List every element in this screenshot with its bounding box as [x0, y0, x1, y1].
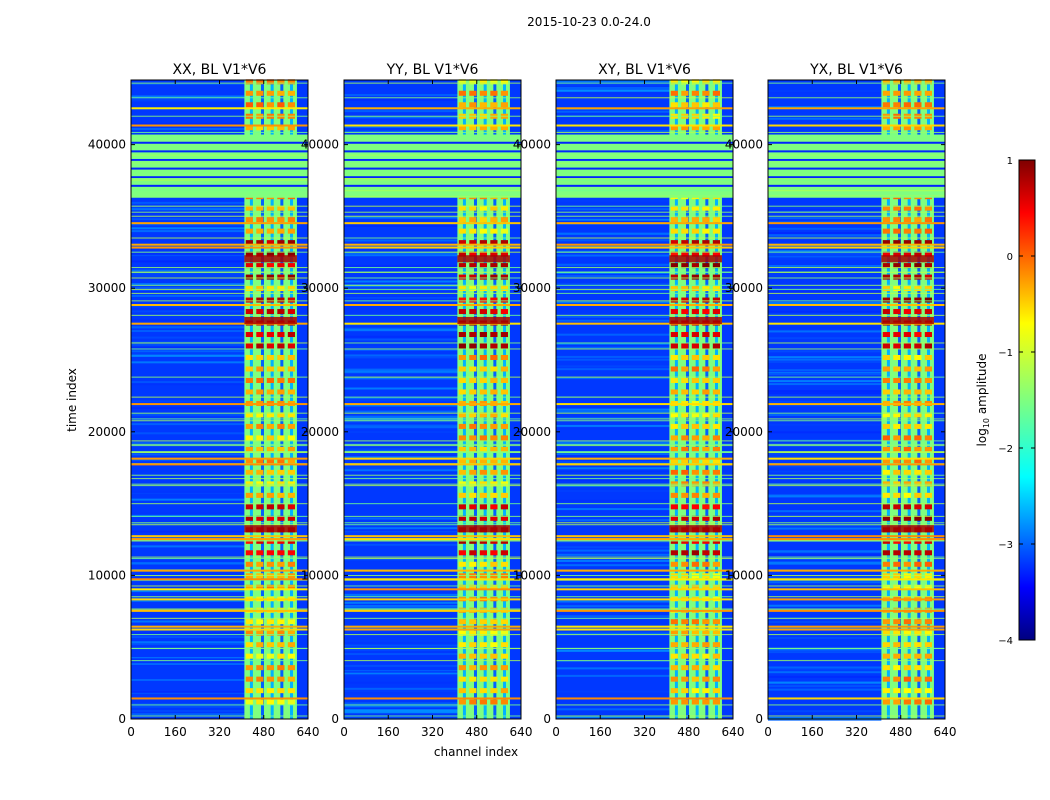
channel-stripes	[462, 80, 507, 719]
panel-title: XX, BL V1*V6	[173, 62, 267, 78]
strong-rfi-band	[457, 525, 510, 533]
channel-stripes	[886, 80, 931, 719]
strong-rfi-band	[669, 255, 722, 263]
strong-rfi-band	[881, 525, 934, 533]
y-tick-label: 0	[543, 712, 551, 726]
strong-rfi-band	[244, 525, 297, 533]
y-tick-label: 0	[755, 712, 763, 726]
x-tick-label: 480	[465, 725, 488, 739]
y-tick-label: 20000	[88, 425, 126, 439]
x-tick-label: 640	[722, 725, 745, 739]
strong-rfi-band	[881, 316, 934, 325]
x-tick-label: 160	[377, 725, 400, 739]
y-tick-label: 30000	[301, 281, 339, 295]
y-tick-label: 40000	[301, 138, 339, 152]
x-tick-label: 320	[208, 725, 231, 739]
rfi-lines	[344, 82, 521, 717]
x-tick-label: 320	[421, 725, 444, 739]
x-axis-label: channel index	[434, 745, 518, 759]
flagged-block	[131, 134, 308, 198]
y-tick-label: 40000	[88, 138, 126, 152]
x-tick-label: 640	[297, 725, 320, 739]
y-tick-label: 30000	[88, 281, 126, 295]
colorbar-tick-label: −1	[998, 348, 1013, 359]
channel-stripes	[674, 80, 719, 719]
channel-stripes	[249, 80, 294, 719]
y-tick-label: 30000	[513, 281, 551, 295]
x-tick-label: 160	[164, 725, 187, 739]
panel-title: YX, BL V1*V6	[809, 62, 903, 78]
colorbar-gradient	[1018, 159, 1036, 641]
colorbar-tick-label: −2	[998, 444, 1013, 455]
y-tick-label: 40000	[725, 138, 763, 152]
panel-3: YX, BL V1*V6 0 160 320 480 640 0 10000 20000 3000…	[725, 62, 957, 739]
colorbar-label-main: log	[975, 428, 989, 446]
x-tick-label: 480	[252, 725, 275, 739]
x-tick-label: 0	[552, 725, 560, 739]
y-tick-label: 20000	[513, 425, 551, 439]
strong-rfi-band	[244, 316, 297, 325]
rfi-lines	[131, 82, 308, 717]
y-tick-label: 10000	[513, 568, 551, 582]
flagged-block	[556, 134, 733, 198]
x-tick-label: 160	[801, 725, 824, 739]
y-tick-label: 40000	[513, 138, 551, 152]
x-tick-label: 0	[764, 725, 772, 739]
flagged-block-lines	[131, 141, 308, 187]
x-tick-label: 480	[677, 725, 700, 739]
colorbar-label-subscript: 10	[982, 418, 991, 428]
strong-rfi-band	[669, 316, 722, 325]
panel-1: YY, BL V1*V6 0 160 320 480 640 0 10000 20000 3000…	[301, 62, 533, 739]
y-tick-label: 0	[118, 712, 126, 726]
y-tick-label: 10000	[88, 568, 126, 582]
colorbar-label: log10 amplitude	[975, 354, 991, 447]
x-tick-label: 640	[510, 725, 533, 739]
x-tick-label: 0	[127, 725, 135, 739]
panel-title: XY, BL V1*V6	[598, 62, 691, 78]
y-tick-label: 20000	[301, 425, 339, 439]
colorbar-label-rest: amplitude	[975, 354, 989, 418]
flagged-block	[344, 134, 521, 198]
y-tick-label: 30000	[725, 281, 763, 295]
y-tick-label: 20000	[725, 425, 763, 439]
colorbar-ticks: 1 0 −1 −2 −3 −4	[998, 156, 1035, 647]
panels: XX, BL V1*V6 0 160 320 480 640 0 10000 20000 3000…	[88, 62, 957, 739]
colorbar-tick-label: 0	[1007, 252, 1013, 263]
flagged-block-lines	[556, 141, 733, 187]
flagged-block	[768, 134, 945, 198]
strong-rfi-band	[244, 255, 297, 263]
colorbar-tick-label: −4	[998, 636, 1013, 647]
x-tick-label: 0	[340, 725, 348, 739]
y-tick-label: 0	[331, 712, 339, 726]
figure-suptitle: 2015-10-23 0.0-24.0	[527, 15, 651, 29]
x-tick-label: 320	[633, 725, 656, 739]
panel-title: YY, BL V1*V6	[386, 62, 479, 78]
y-axis-label: time index	[65, 368, 79, 432]
y-tick-label: 10000	[725, 568, 763, 582]
flagged-block-lines	[344, 141, 521, 187]
x-tick-label: 160	[589, 725, 612, 739]
strong-rfi-band	[457, 255, 510, 263]
x-tick-label: 640	[934, 725, 957, 739]
panel-2: XY, BL V1*V6 0 160 320 480 640 0 10000 20000 3000…	[513, 62, 745, 739]
flagged-block-lines	[768, 141, 945, 187]
strong-rfi-band	[881, 255, 934, 263]
x-tick-label: 480	[889, 725, 912, 739]
colorbar: 10−1−2−3−4 log10 amplitude	[975, 156, 1036, 647]
strong-rfi-band	[457, 316, 510, 325]
panel-0: XX, BL V1*V6 0 160 320 480 640 0 10000 20000 3000…	[88, 62, 320, 739]
colorbar-tick-label: −3	[998, 540, 1013, 551]
y-tick-label: 10000	[301, 568, 339, 582]
x-tick-label: 320	[845, 725, 868, 739]
strong-rfi-band	[669, 525, 722, 533]
colorbar-tick-label: 1	[1007, 156, 1013, 167]
